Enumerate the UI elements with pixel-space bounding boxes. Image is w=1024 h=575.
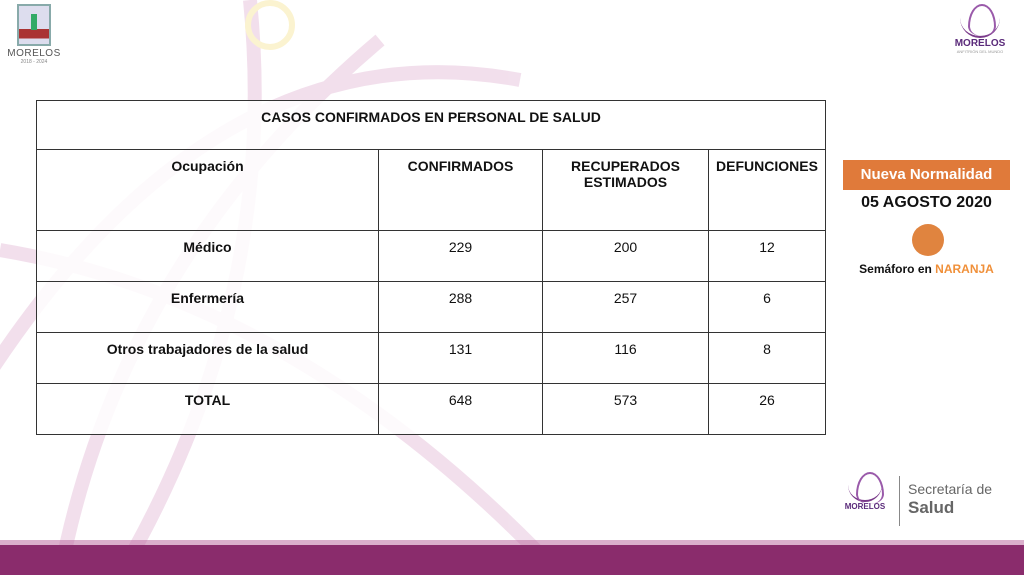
logo-text: MORELOS bbox=[954, 38, 1006, 49]
footer-band-accent bbox=[0, 540, 1024, 546]
table-total-row: TOTAL 648 573 26 bbox=[36, 383, 826, 435]
morelos-logo-right: MORELOS ANFITRIÓN DEL MUNDO bbox=[950, 4, 1010, 54]
cell: 12 bbox=[708, 230, 826, 282]
cell: Médico bbox=[36, 230, 379, 282]
lotus-icon bbox=[960, 4, 1000, 38]
report-date: 05 AGOSTO 2020 bbox=[861, 194, 992, 211]
logo-tagline: ANFITRIÓN DEL MUNDO bbox=[956, 49, 1004, 54]
logo-text: MORELOS bbox=[844, 502, 886, 511]
cell: TOTAL bbox=[36, 383, 379, 435]
footer-band bbox=[0, 545, 1024, 575]
health-staff-cases-table: CASOS CONFIRMADOS EN PERSONAL DE SALUD O… bbox=[36, 100, 826, 435]
lotus-icon bbox=[848, 472, 884, 504]
cell: 131 bbox=[378, 332, 543, 384]
col-header: Ocupación bbox=[36, 149, 379, 231]
cell: 288 bbox=[378, 281, 543, 333]
cell: 257 bbox=[542, 281, 709, 333]
semaforo-orange-icon bbox=[912, 224, 944, 256]
col-header: RECUPERADOS ESTIMADOS bbox=[542, 149, 709, 231]
cell: 6 bbox=[708, 281, 826, 333]
cell: 648 bbox=[378, 383, 543, 435]
cell: 200 bbox=[542, 230, 709, 282]
salud-label: Salud bbox=[908, 498, 955, 517]
table-title: CASOS CONFIRMADOS EN PERSONAL DE SALUD bbox=[36, 100, 826, 150]
morelos-logo-footer: MORELOS bbox=[840, 472, 890, 511]
col-header: DEFUNCIONES bbox=[708, 149, 826, 231]
logo-years: 2018 - 2024 bbox=[20, 59, 48, 65]
col-header: CONFIRMADOS bbox=[378, 149, 543, 231]
divider bbox=[899, 476, 900, 526]
table-header-row: Ocupación CONFIRMADOS RECUPERADOS ESTIMA… bbox=[36, 149, 826, 231]
cell: 26 bbox=[708, 383, 826, 435]
cell: 573 bbox=[542, 383, 709, 435]
cell: 116 bbox=[542, 332, 709, 384]
table-row: Enfermería 288 257 6 bbox=[36, 281, 826, 333]
table-row: Médico 229 200 12 bbox=[36, 230, 826, 282]
morelos-logo-left: MORELOS 2018 - 2024 bbox=[6, 4, 62, 65]
coat-of-arms-icon bbox=[17, 4, 51, 46]
cell: Otros trabajadores de la salud bbox=[36, 332, 379, 384]
semaforo-color-label: NARANJA bbox=[935, 262, 994, 276]
table-row: Otros trabajadores de la salud 131 116 8 bbox=[36, 332, 826, 384]
cell: Enfermería bbox=[36, 281, 379, 333]
semaforo-label: Semáforo en bbox=[859, 262, 932, 276]
logo-text: MORELOS bbox=[7, 48, 61, 59]
cell: 8 bbox=[708, 332, 826, 384]
cell: 229 bbox=[378, 230, 543, 282]
secretaria-label: Secretaría de bbox=[908, 481, 993, 497]
nueva-normalidad-banner: Nueva Normalidad bbox=[843, 160, 1010, 190]
semaforo-status: Semáforo en NARANJA bbox=[843, 262, 1010, 276]
